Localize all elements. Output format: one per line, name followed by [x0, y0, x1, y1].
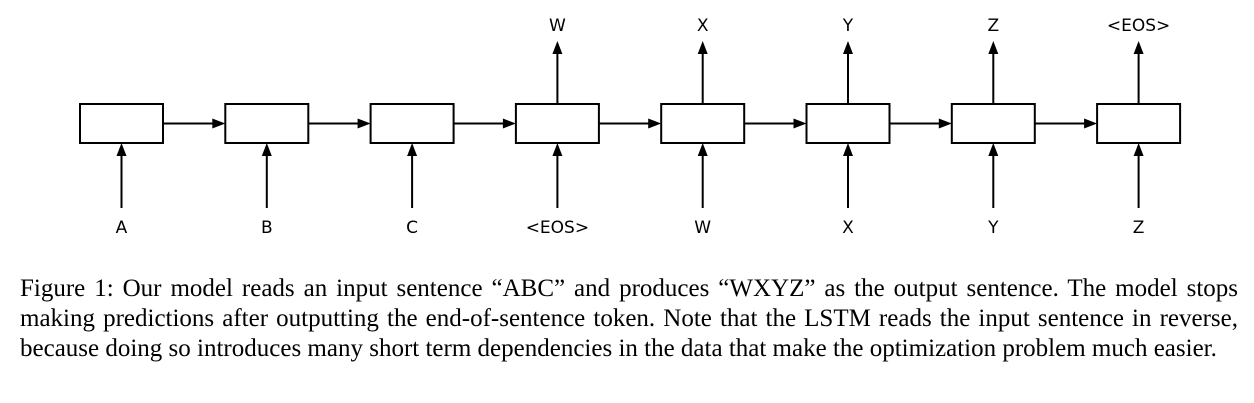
lstm-cell — [79, 103, 164, 144]
recurrent-arrow-head — [502, 118, 516, 129]
seq2seq-diagram: A B C <EOS> W W X X Y Y Z Z <EOS> — [79, 16, 1182, 238]
input-token-label: Y — [987, 218, 999, 238]
output-token-label: <EOS> — [1107, 16, 1170, 36]
recurrent-arrow-head — [357, 118, 371, 129]
lstm-cell — [660, 103, 746, 144]
recurrent-arrow-head — [212, 118, 226, 129]
recurrent-arrow-head — [938, 118, 952, 129]
input-arrow-head — [1133, 143, 1144, 156]
output-arrow-head — [552, 41, 563, 54]
input-arrow-head — [407, 143, 418, 156]
lstm-cell — [514, 103, 600, 144]
output-arrow-head — [988, 41, 999, 54]
lstm-cell — [1096, 103, 1182, 144]
output-arrow-head — [843, 41, 853, 54]
input-arrow-head — [988, 143, 999, 156]
input-token-label: <EOS> — [526, 218, 589, 238]
caption-text: Our model reads an input sentence “ABC” … — [20, 275, 1238, 362]
lstm-cell — [805, 103, 891, 144]
lstm-cell — [369, 103, 455, 144]
input-arrow-head — [552, 143, 563, 156]
caption-label: Figure 1: — [20, 275, 114, 302]
input-token-label: A — [116, 218, 128, 238]
lstm-cell — [224, 103, 310, 144]
input-token-label: X — [842, 218, 854, 238]
input-arrow-head — [116, 143, 127, 156]
recurrent-arrow-head — [793, 118, 807, 129]
recurrent-arrow-head — [648, 118, 662, 129]
input-token-label: W — [694, 218, 711, 238]
figure-caption: Figure 1: Our model reads an input sente… — [20, 274, 1238, 364]
output-token-label: Z — [987, 16, 999, 36]
input-arrow-head — [843, 143, 853, 156]
input-token-label: B — [261, 218, 273, 238]
recurrent-arrow-head — [1084, 118, 1098, 129]
output-token-label: Y — [842, 16, 854, 36]
input-token-label: C — [406, 218, 418, 238]
output-arrow-head — [697, 41, 708, 54]
output-arrow-head — [1133, 41, 1144, 54]
input-arrow-head — [261, 143, 272, 156]
output-token-label: X — [697, 16, 709, 36]
output-token-label: W — [549, 16, 566, 36]
lstm-cell — [950, 103, 1036, 144]
input-token-label: Z — [1133, 218, 1145, 238]
input-arrow-head — [697, 143, 708, 156]
